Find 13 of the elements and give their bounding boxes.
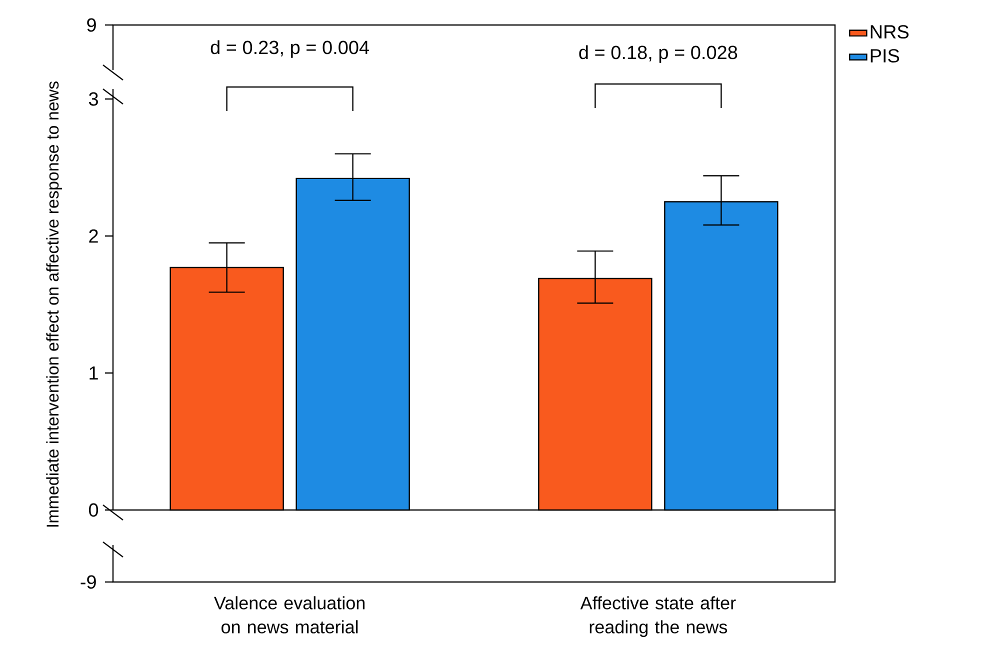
text: 9 <box>87 18 96 32</box>
text: d = 0.18, p = 0.028 <box>579 45 738 63</box>
x-tick-label: Valence evaluation on news material <box>214 596 365 634</box>
y-tick-label: 3 <box>88 92 98 106</box>
y-tick-label: 0 <box>88 503 98 517</box>
text: -9 <box>80 575 96 589</box>
legend-label: PIS <box>870 49 900 63</box>
y-tick-label: 2 <box>89 229 98 243</box>
y-tick-label: 1 <box>90 366 98 380</box>
y-axis-title: Immediate intervention effect on affective response to news <box>46 82 62 527</box>
x-tick-label: Affective state after reading the news <box>580 596 736 637</box>
text: d = 0.23, p = 0.004 <box>210 40 370 58</box>
legend-label: NRS <box>870 25 909 39</box>
